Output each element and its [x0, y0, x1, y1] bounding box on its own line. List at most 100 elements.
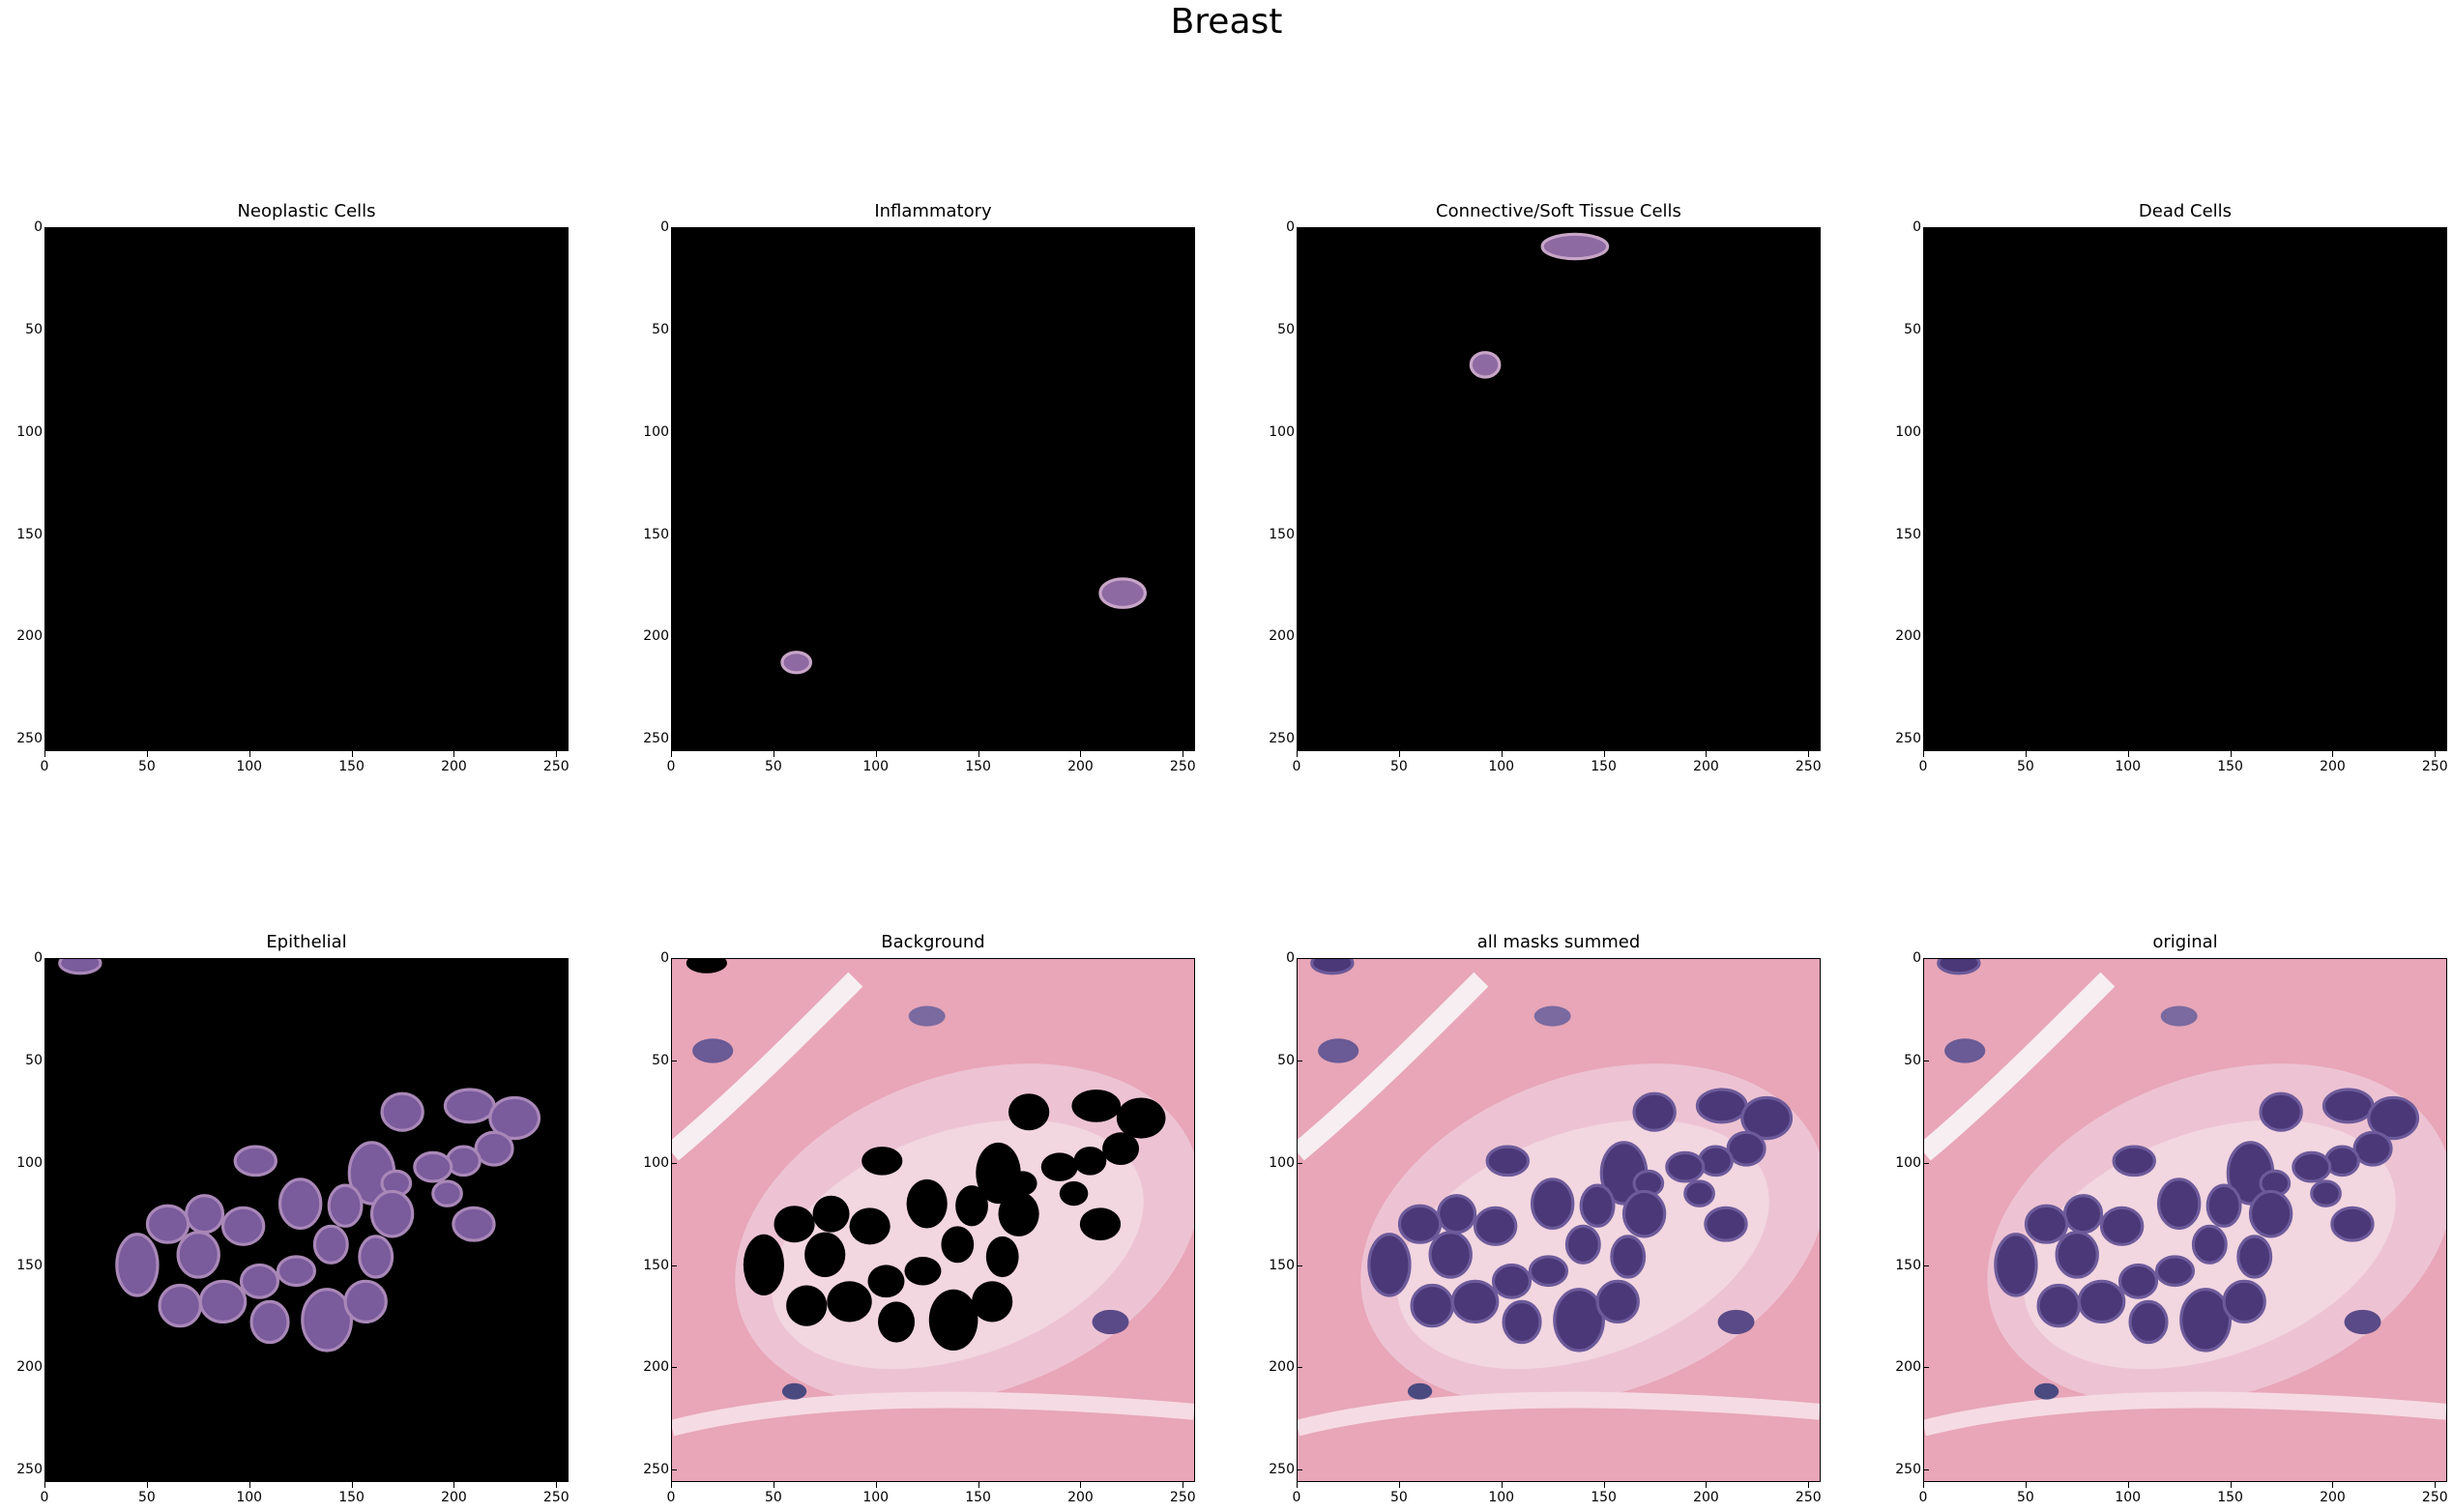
y-tick-label: 200 [0, 628, 50, 644]
x-tick-label: 50 [128, 751, 166, 774]
x-tick-label: 50 [1380, 1482, 1418, 1505]
figure-title: Breast [1170, 2, 1283, 42]
y-tick-label: 200 [1246, 628, 1302, 644]
y-tick-label: 150 [621, 1258, 677, 1273]
y-tick-label: 200 [1873, 1359, 1929, 1375]
x-tick-label: 0 [652, 1482, 690, 1505]
panel-neoplastic: Neoplastic Cells 0 0 50 50 100 100 150 150 200 200… [16, 201, 569, 774]
x-tick-label: 250 [1163, 1482, 1202, 1505]
panel-inflammatory: Inflammatory 0 0 50 50 100 100 150 150 200 200 250 2… [643, 201, 1195, 774]
panel-title: Dead Cells [2138, 201, 2233, 221]
y-tick-label: 100 [1873, 424, 1929, 440]
x-tick-label: 100 [857, 1482, 895, 1505]
x-tick-label: 150 [333, 751, 371, 774]
panel-title: all masks summed [1476, 932, 1641, 952]
y-tick-label: 200 [621, 1359, 677, 1375]
x-tick-label: 100 [2109, 1482, 2147, 1505]
y-tick-label: 100 [621, 424, 677, 440]
x-tick-label: 150 [1585, 1482, 1623, 1505]
panel-image [1297, 227, 1821, 751]
y-tick-label: 0 [1873, 950, 1929, 966]
x-tick-label: 150 [959, 751, 998, 774]
x-tick-label: 150 [2211, 1482, 2250, 1505]
y-tick-label: 50 [621, 1053, 677, 1068]
x-tick-label: 200 [434, 751, 473, 774]
y-tick-label: 250 [0, 731, 50, 746]
x-tick-label: 200 [2313, 1482, 2351, 1505]
y-tick-label: 200 [621, 628, 677, 644]
panel-title: Epithelial [266, 932, 347, 952]
x-tick-label: 200 [1061, 1482, 1099, 1505]
y-tick-label: 100 [0, 424, 50, 440]
panel-image [44, 958, 569, 1482]
x-tick-label: 150 [333, 1482, 371, 1505]
panel-background: Background 0 0 50 50 100 100 150 150 200 200 250 250 [643, 932, 1195, 1505]
x-tick-label: 50 [2006, 1482, 2045, 1505]
y-tick-label: 50 [621, 322, 677, 337]
y-tick-label: 150 [0, 1258, 50, 1273]
y-tick-label: 250 [1873, 731, 1929, 746]
panel-title: original [2152, 932, 2218, 952]
x-tick-label: 50 [2006, 751, 2045, 774]
y-tick-label: 150 [1246, 1258, 1302, 1273]
y-tick-label: 0 [1873, 219, 1929, 235]
panel-image [671, 227, 1195, 751]
x-tick-label: 200 [2313, 751, 2351, 774]
y-tick-label: 0 [1246, 219, 1302, 235]
y-tick-label: 100 [621, 1155, 677, 1171]
x-tick-label: 100 [2109, 751, 2147, 774]
image-inflammatory [672, 228, 1194, 750]
x-tick-label: 250 [2415, 1482, 2453, 1505]
y-tick-label: 250 [621, 731, 677, 746]
image-dead [1924, 228, 2446, 750]
y-tick-label: 0 [0, 219, 50, 235]
y-tick-label: 50 [1873, 1053, 1929, 1068]
image-epithelial [45, 959, 568, 1481]
y-tick-label: 200 [1246, 1359, 1302, 1375]
x-tick-label: 50 [128, 1482, 166, 1505]
y-tick-label: 150 [0, 527, 50, 542]
panel-dead: Dead Cells 0 0 50 50 100 100 150 150 200 200 250 250 [1895, 201, 2447, 774]
y-tick-label: 50 [0, 322, 50, 337]
y-tick-label: 200 [0, 1359, 50, 1375]
x-tick-label: 100 [1482, 751, 1521, 774]
panel-image [1923, 227, 2447, 751]
y-tick-label: 250 [1873, 1462, 1929, 1477]
x-tick-label: 0 [1277, 751, 1316, 774]
y-tick-label: 250 [621, 1462, 677, 1477]
x-tick-label: 0 [1904, 751, 1942, 774]
x-tick-label: 100 [857, 751, 895, 774]
y-tick-label: 50 [1246, 1053, 1302, 1068]
panel-image [44, 227, 569, 751]
x-tick-label: 200 [1686, 751, 1725, 774]
image-original [1924, 959, 2446, 1481]
panel-image [671, 958, 1195, 1482]
y-tick-label: 0 [621, 950, 677, 966]
panel-image [1297, 958, 1821, 1482]
y-tick-label: 250 [0, 1462, 50, 1477]
x-tick-label: 250 [1163, 751, 1202, 774]
x-tick-label: 50 [754, 751, 793, 774]
x-tick-label: 50 [754, 1482, 793, 1505]
x-tick-label: 100 [230, 751, 269, 774]
x-tick-label: 200 [1061, 751, 1099, 774]
y-tick-label: 50 [1873, 322, 1929, 337]
x-tick-label: 200 [434, 1482, 473, 1505]
y-tick-label: 200 [1873, 628, 1929, 644]
y-tick-label: 150 [1873, 1258, 1929, 1273]
y-tick-label: 250 [1246, 731, 1302, 746]
x-tick-label: 200 [1686, 1482, 1725, 1505]
x-tick-label: 150 [2211, 751, 2250, 774]
panel-title: Connective/Soft Tissue Cells [1436, 201, 1681, 221]
x-tick-label: 50 [1380, 751, 1418, 774]
x-tick-label: 0 [1277, 1482, 1316, 1505]
image-summed [1298, 959, 1820, 1481]
y-tick-label: 50 [1246, 322, 1302, 337]
y-tick-label: 100 [0, 1155, 50, 1171]
x-tick-label: 0 [1904, 1482, 1942, 1505]
x-tick-label: 250 [537, 751, 575, 774]
panel-summed: all masks summed 0 0 50 50 100 100 150 150 200 200… [1269, 932, 1821, 1505]
x-tick-label: 250 [1789, 751, 1827, 774]
x-tick-label: 0 [652, 751, 690, 774]
y-tick-label: 0 [0, 950, 50, 966]
